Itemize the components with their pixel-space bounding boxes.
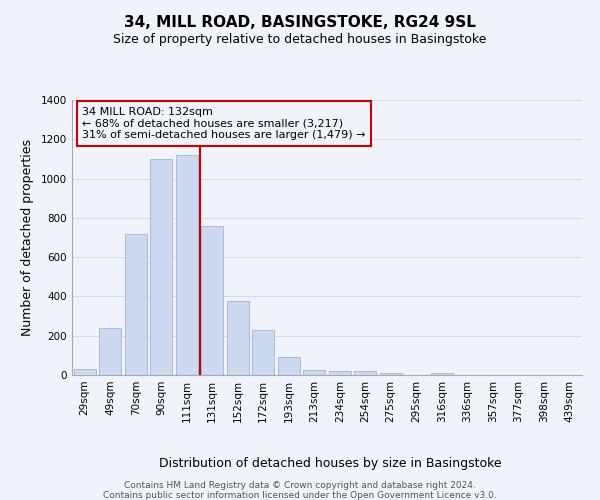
Text: 34 MILL ROAD: 132sqm
← 68% of detached houses are smaller (3,217)
31% of semi-de: 34 MILL ROAD: 132sqm ← 68% of detached h…: [82, 107, 366, 140]
Text: 34, MILL ROAD, BASINGSTOKE, RG24 9SL: 34, MILL ROAD, BASINGSTOKE, RG24 9SL: [124, 15, 476, 30]
Bar: [125, 234, 146, 375]
Text: Distribution of detached houses by size in Basingstoke: Distribution of detached houses by size …: [158, 458, 502, 470]
Bar: [176, 155, 197, 375]
Text: Size of property relative to detached houses in Basingstoke: Size of property relative to detached ho…: [113, 32, 487, 46]
Bar: [431, 373, 452, 375]
Bar: [304, 370, 325, 375]
Text: Contains public sector information licensed under the Open Government Licence v3: Contains public sector information licen…: [103, 491, 497, 500]
Bar: [380, 373, 401, 375]
Bar: [151, 159, 172, 375]
Text: Contains HM Land Registry data © Crown copyright and database right 2024.: Contains HM Land Registry data © Crown c…: [124, 481, 476, 490]
Bar: [278, 358, 299, 375]
Bar: [227, 302, 248, 375]
Bar: [202, 226, 223, 375]
Bar: [100, 328, 121, 375]
Bar: [74, 369, 95, 375]
Bar: [329, 371, 350, 375]
Bar: [253, 330, 274, 375]
Y-axis label: Number of detached properties: Number of detached properties: [21, 139, 34, 336]
Bar: [355, 371, 376, 375]
